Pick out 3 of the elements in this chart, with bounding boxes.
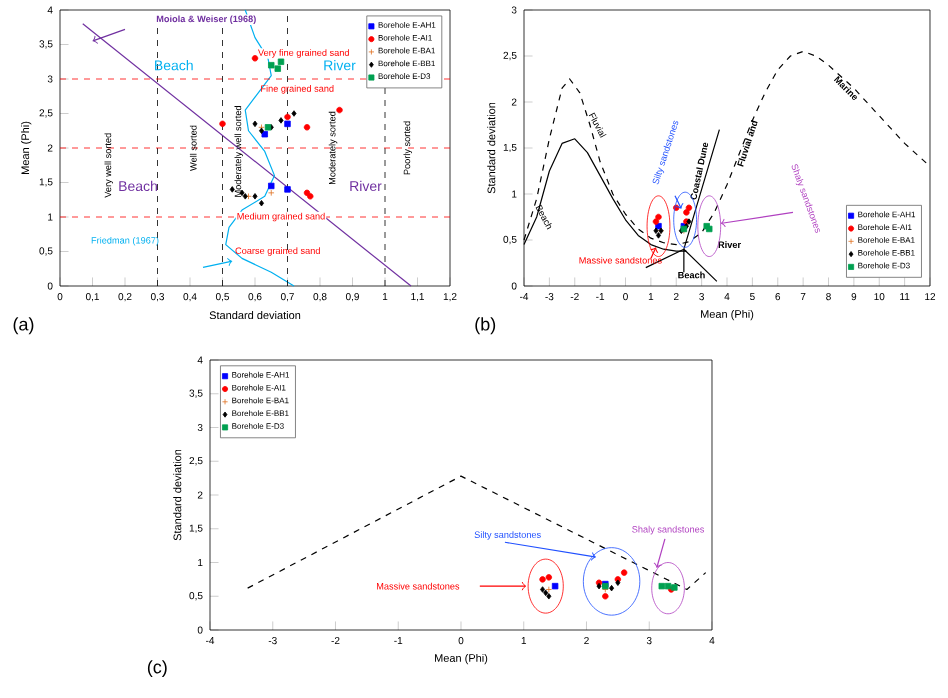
text: (c)	[147, 660, 167, 677]
text: (b)	[475, 317, 496, 335]
text: (a)	[13, 317, 34, 335]
